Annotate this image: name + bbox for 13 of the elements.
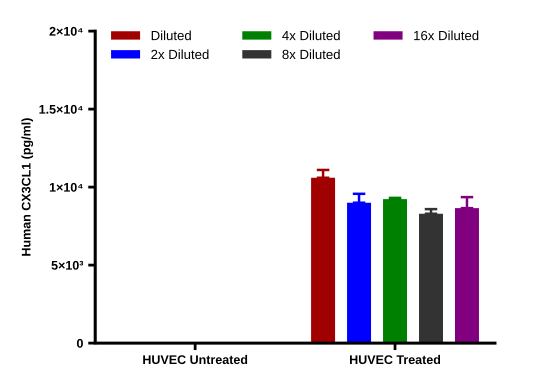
x-tick-label: HUVEC Untreated [143, 354, 248, 364]
y-axis-title: Human CX3CL1 (pg/ml) [21, 118, 34, 256]
legend-label: 2x Diluted [151, 49, 208, 60]
legend-label: 8x Diluted [282, 49, 340, 60]
y-tick-label: 2×10⁴ [50, 26, 83, 36]
x-tick-label: HUVEC Treated [350, 354, 440, 364]
y-tick-label: 0 [76, 338, 83, 348]
legend-label: Diluted [152, 30, 191, 40]
y-tick-label: 1.5×10⁴ [39, 104, 83, 114]
legend-label: 4x Diluted [282, 30, 340, 40]
legend-label: 16x Diluted [414, 30, 478, 40]
y-tick-label: 5×10³ [51, 260, 84, 270]
y-tick-label: 1×10⁴ [50, 182, 83, 192]
